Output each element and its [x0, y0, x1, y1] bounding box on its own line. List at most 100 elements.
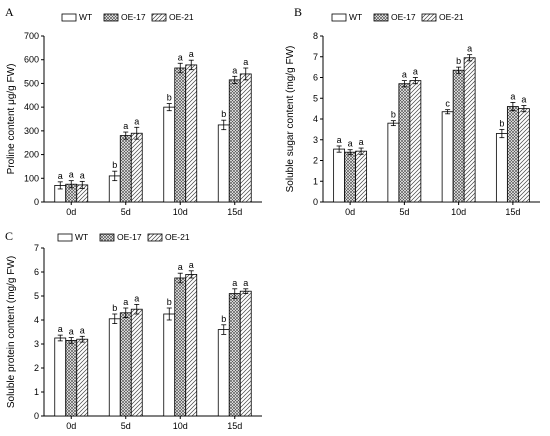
bar-oe-17-15d: [506, 106, 519, 203]
x-tick-label: 0d: [66, 421, 76, 431]
bar-oe-21-5d: [409, 80, 422, 203]
x-tick-label: 0d: [66, 207, 76, 217]
y-tick-label: 0: [34, 197, 39, 207]
y-tick-label: 700: [24, 31, 39, 41]
y-tick-label: 500: [24, 78, 39, 88]
legend-swatch-oe-17: [373, 13, 389, 22]
y-axis-title: Soluble protein content (mg/g FW): [6, 256, 17, 408]
significance-label: a: [58, 171, 63, 181]
bar-oe-17-5d: [398, 83, 411, 203]
significance-label: a: [178, 262, 183, 272]
panel-label: C: [5, 229, 13, 243]
bar-oe-17-15d: [228, 79, 241, 203]
legend-swatch-wt: [57, 233, 73, 242]
y-tick-label: 6: [313, 73, 318, 83]
significance-label: a: [80, 325, 85, 335]
significance-label: a: [243, 57, 248, 67]
significance-label: a: [69, 170, 74, 180]
significance-label: a: [510, 91, 515, 101]
y-axis-title: Proline content μg/g FW): [6, 64, 17, 175]
significance-label: b: [456, 56, 461, 66]
bar-wt-5d: [387, 122, 400, 203]
legend-swatch-oe-17: [103, 13, 119, 22]
significance-label: b: [167, 297, 172, 307]
bar-wt-15d: [217, 124, 230, 203]
x-tick-label: 10d: [173, 207, 188, 217]
legend-entry-oe-21: OE-21: [169, 12, 194, 22]
panel-b: B WT OE-17 OE-21 0 1 2 3 4 5 6 7 8 Soluble sugar cont…: [285, 5, 540, 217]
significance-label: a: [134, 293, 139, 303]
bar-wt-10d: [441, 111, 454, 203]
significance-label: a: [467, 44, 472, 54]
y-tick-label: 100: [24, 173, 39, 183]
significance-label: a: [232, 278, 237, 288]
bar-wt-0d: [54, 337, 67, 417]
y-axis-title: Soluble sugar content (mg/g FW): [285, 46, 296, 193]
legend-entry-wt: WT: [349, 12, 362, 22]
bar-oe-17-10d: [452, 69, 465, 203]
bar-oe-21-15d: [239, 73, 252, 203]
legend-entry-oe-17: OE-17: [121, 12, 146, 22]
significance-label: b: [167, 93, 172, 103]
y-tick-label: 3: [313, 135, 318, 145]
bar-oe-21-0d: [355, 150, 368, 203]
legend-entry-oe-17: OE-17: [117, 232, 142, 242]
y-tick-label: 6: [34, 267, 39, 277]
y-tick-label: 1: [313, 176, 318, 186]
legend-entry-oe-21: OE-21: [439, 12, 464, 22]
significance-label: b: [112, 160, 117, 170]
x-tick-label: 15d: [227, 421, 242, 431]
bar-wt-15d: [217, 329, 230, 417]
significance-label: a: [178, 52, 183, 62]
bar-wt-5d: [108, 318, 121, 417]
x-tick-label: 5d: [121, 207, 131, 217]
significance-label: a: [348, 139, 353, 149]
bar-oe-21-10d: [185, 273, 198, 417]
y-tick-label: 5: [34, 291, 39, 301]
bar-oe-17-15d: [228, 293, 241, 417]
legend-swatch-oe-21: [421, 13, 437, 22]
bar-wt-10d: [163, 106, 176, 203]
y-tick-label: 5: [313, 93, 318, 103]
y-tick-label: 1: [34, 387, 39, 397]
bar-wt-0d: [333, 148, 346, 203]
legend-entry-oe-17: OE-17: [391, 12, 416, 22]
bar-wt-15d: [495, 133, 508, 203]
significance-label: a: [402, 70, 407, 80]
legend-swatch-oe-17: [99, 233, 115, 242]
panel-c: C WT OE-17 OE-21 0 1 2 3 4 5 6 7 Soluble protein con…: [5, 229, 262, 431]
legend-entry-wt: WT: [79, 12, 92, 22]
bar-oe-21-10d: [463, 57, 476, 203]
significance-label: a: [123, 297, 128, 307]
y-tick-label: 400: [24, 102, 39, 112]
y-tick-label: 4: [34, 315, 39, 325]
significance-label: b: [221, 314, 226, 324]
significance-label: b: [221, 109, 226, 119]
bar-oe-21-15d: [239, 290, 252, 417]
significance-label: a: [359, 137, 364, 147]
significance-label: b: [391, 110, 396, 120]
x-tick-label: 0d: [345, 207, 355, 217]
legend-swatch-wt: [331, 13, 347, 22]
significance-label: a: [69, 327, 74, 337]
significance-label: a: [123, 121, 128, 131]
significance-label: a: [58, 324, 63, 334]
x-tick-label: 15d: [227, 207, 242, 217]
bar-oe-21-5d: [130, 132, 143, 203]
bar-oe-17-0d: [344, 151, 357, 203]
legend-swatch-oe-21: [151, 13, 167, 22]
bar-oe-17-5d: [119, 312, 132, 417]
significance-label: a: [521, 95, 526, 105]
bar-oe-21-0d: [76, 338, 89, 417]
significance-label: b: [499, 118, 504, 128]
bar-oe-17-0d: [65, 339, 78, 417]
y-tick-label: 8: [313, 31, 318, 41]
legend-entry-wt: WT: [75, 232, 88, 242]
bar-oe-17-10d: [174, 67, 187, 203]
legend-entry-oe-21: OE-21: [165, 232, 190, 242]
x-tick-label: 15d: [505, 207, 520, 217]
x-tick-label: 10d: [451, 207, 466, 217]
y-tick-label: 0: [34, 411, 39, 421]
y-tick-label: 2: [34, 363, 39, 373]
significance-label: c: [445, 99, 450, 109]
